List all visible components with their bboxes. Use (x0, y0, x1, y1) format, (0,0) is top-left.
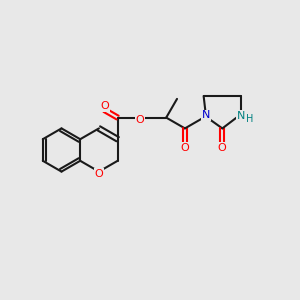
Text: O: O (136, 115, 145, 125)
Text: O: O (218, 143, 226, 153)
Text: H: H (246, 114, 254, 124)
Text: O: O (180, 143, 189, 153)
Text: N: N (237, 111, 245, 121)
Text: O: O (100, 101, 109, 111)
Text: N: N (202, 110, 210, 121)
Text: O: O (94, 169, 103, 179)
